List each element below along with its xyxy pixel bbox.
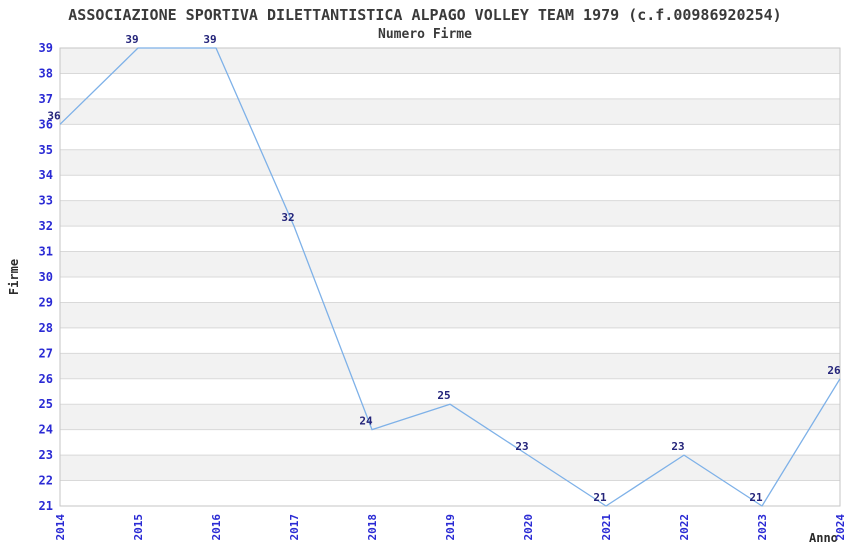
x-tick-label: 2019 [444, 514, 457, 541]
plot-band [60, 98, 840, 125]
y-tick-label: 23 [39, 448, 53, 462]
x-tick-label: 2014 [54, 514, 67, 541]
point-label: 39 [125, 33, 138, 46]
y-tick-label: 24 [39, 423, 53, 437]
plot-band [60, 302, 840, 328]
y-tick-label: 35 [39, 143, 53, 157]
x-tick-label: 2020 [522, 514, 535, 541]
y-tick-label: 22 [39, 474, 53, 488]
chart-subtitle: Numero Firme [378, 27, 472, 42]
point-label: 32 [281, 211, 294, 224]
x-axis-title: Anno [809, 531, 838, 545]
x-tick-label: 2017 [288, 514, 301, 541]
plot-band [60, 404, 840, 430]
plot-band [60, 455, 840, 481]
x-tick-label: 2015 [132, 514, 145, 541]
x-tick-label: 2024 [834, 514, 847, 541]
point-label: 21 [749, 491, 763, 504]
y-tick-label: 25 [39, 397, 53, 411]
point-label: 21 [593, 491, 607, 504]
point-label: 23 [515, 440, 528, 453]
plot-border [59, 47, 841, 507]
plot-band [60, 353, 840, 379]
y-tick-label: 26 [39, 372, 53, 386]
y-tick-label: 34 [39, 168, 53, 182]
point-label: 23 [671, 440, 684, 453]
x-tick-label: 2022 [678, 514, 691, 541]
y-tick-label: 31 [39, 245, 53, 259]
point-label: 36 [47, 109, 61, 122]
x-tick-label: 2023 [756, 514, 769, 541]
y-tick-label: 32 [39, 219, 53, 233]
chart-title: ASSOCIAZIONE SPORTIVA DILETTANTISTICA AL… [68, 6, 782, 24]
series-line [59, 47, 841, 507]
y-tick-label: 33 [39, 194, 53, 208]
point-label: 25 [437, 389, 450, 402]
y-tick-label: 29 [39, 295, 53, 309]
x-tick-label: 2016 [210, 514, 223, 541]
x-tick-label: 2018 [366, 514, 379, 541]
plot-band [60, 200, 840, 227]
y-tick-label: 36 [39, 117, 53, 131]
y-tick-label: 27 [39, 346, 53, 360]
point-label: 39 [203, 33, 216, 46]
y-tick-label: 38 [39, 66, 53, 80]
y-tick-label: 21 [39, 499, 53, 513]
y-tick-label: 37 [39, 92, 53, 106]
plot-band [60, 48, 840, 74]
plot-band [60, 251, 840, 277]
x-tick-label: 2021 [600, 514, 613, 541]
y-tick-label: 30 [39, 270, 53, 284]
point-label: 26 [827, 364, 841, 377]
point-label: 24 [359, 415, 373, 428]
y-tick-label: 28 [39, 321, 53, 335]
y-tick-label: 39 [39, 41, 53, 55]
plot-band [60, 149, 840, 176]
